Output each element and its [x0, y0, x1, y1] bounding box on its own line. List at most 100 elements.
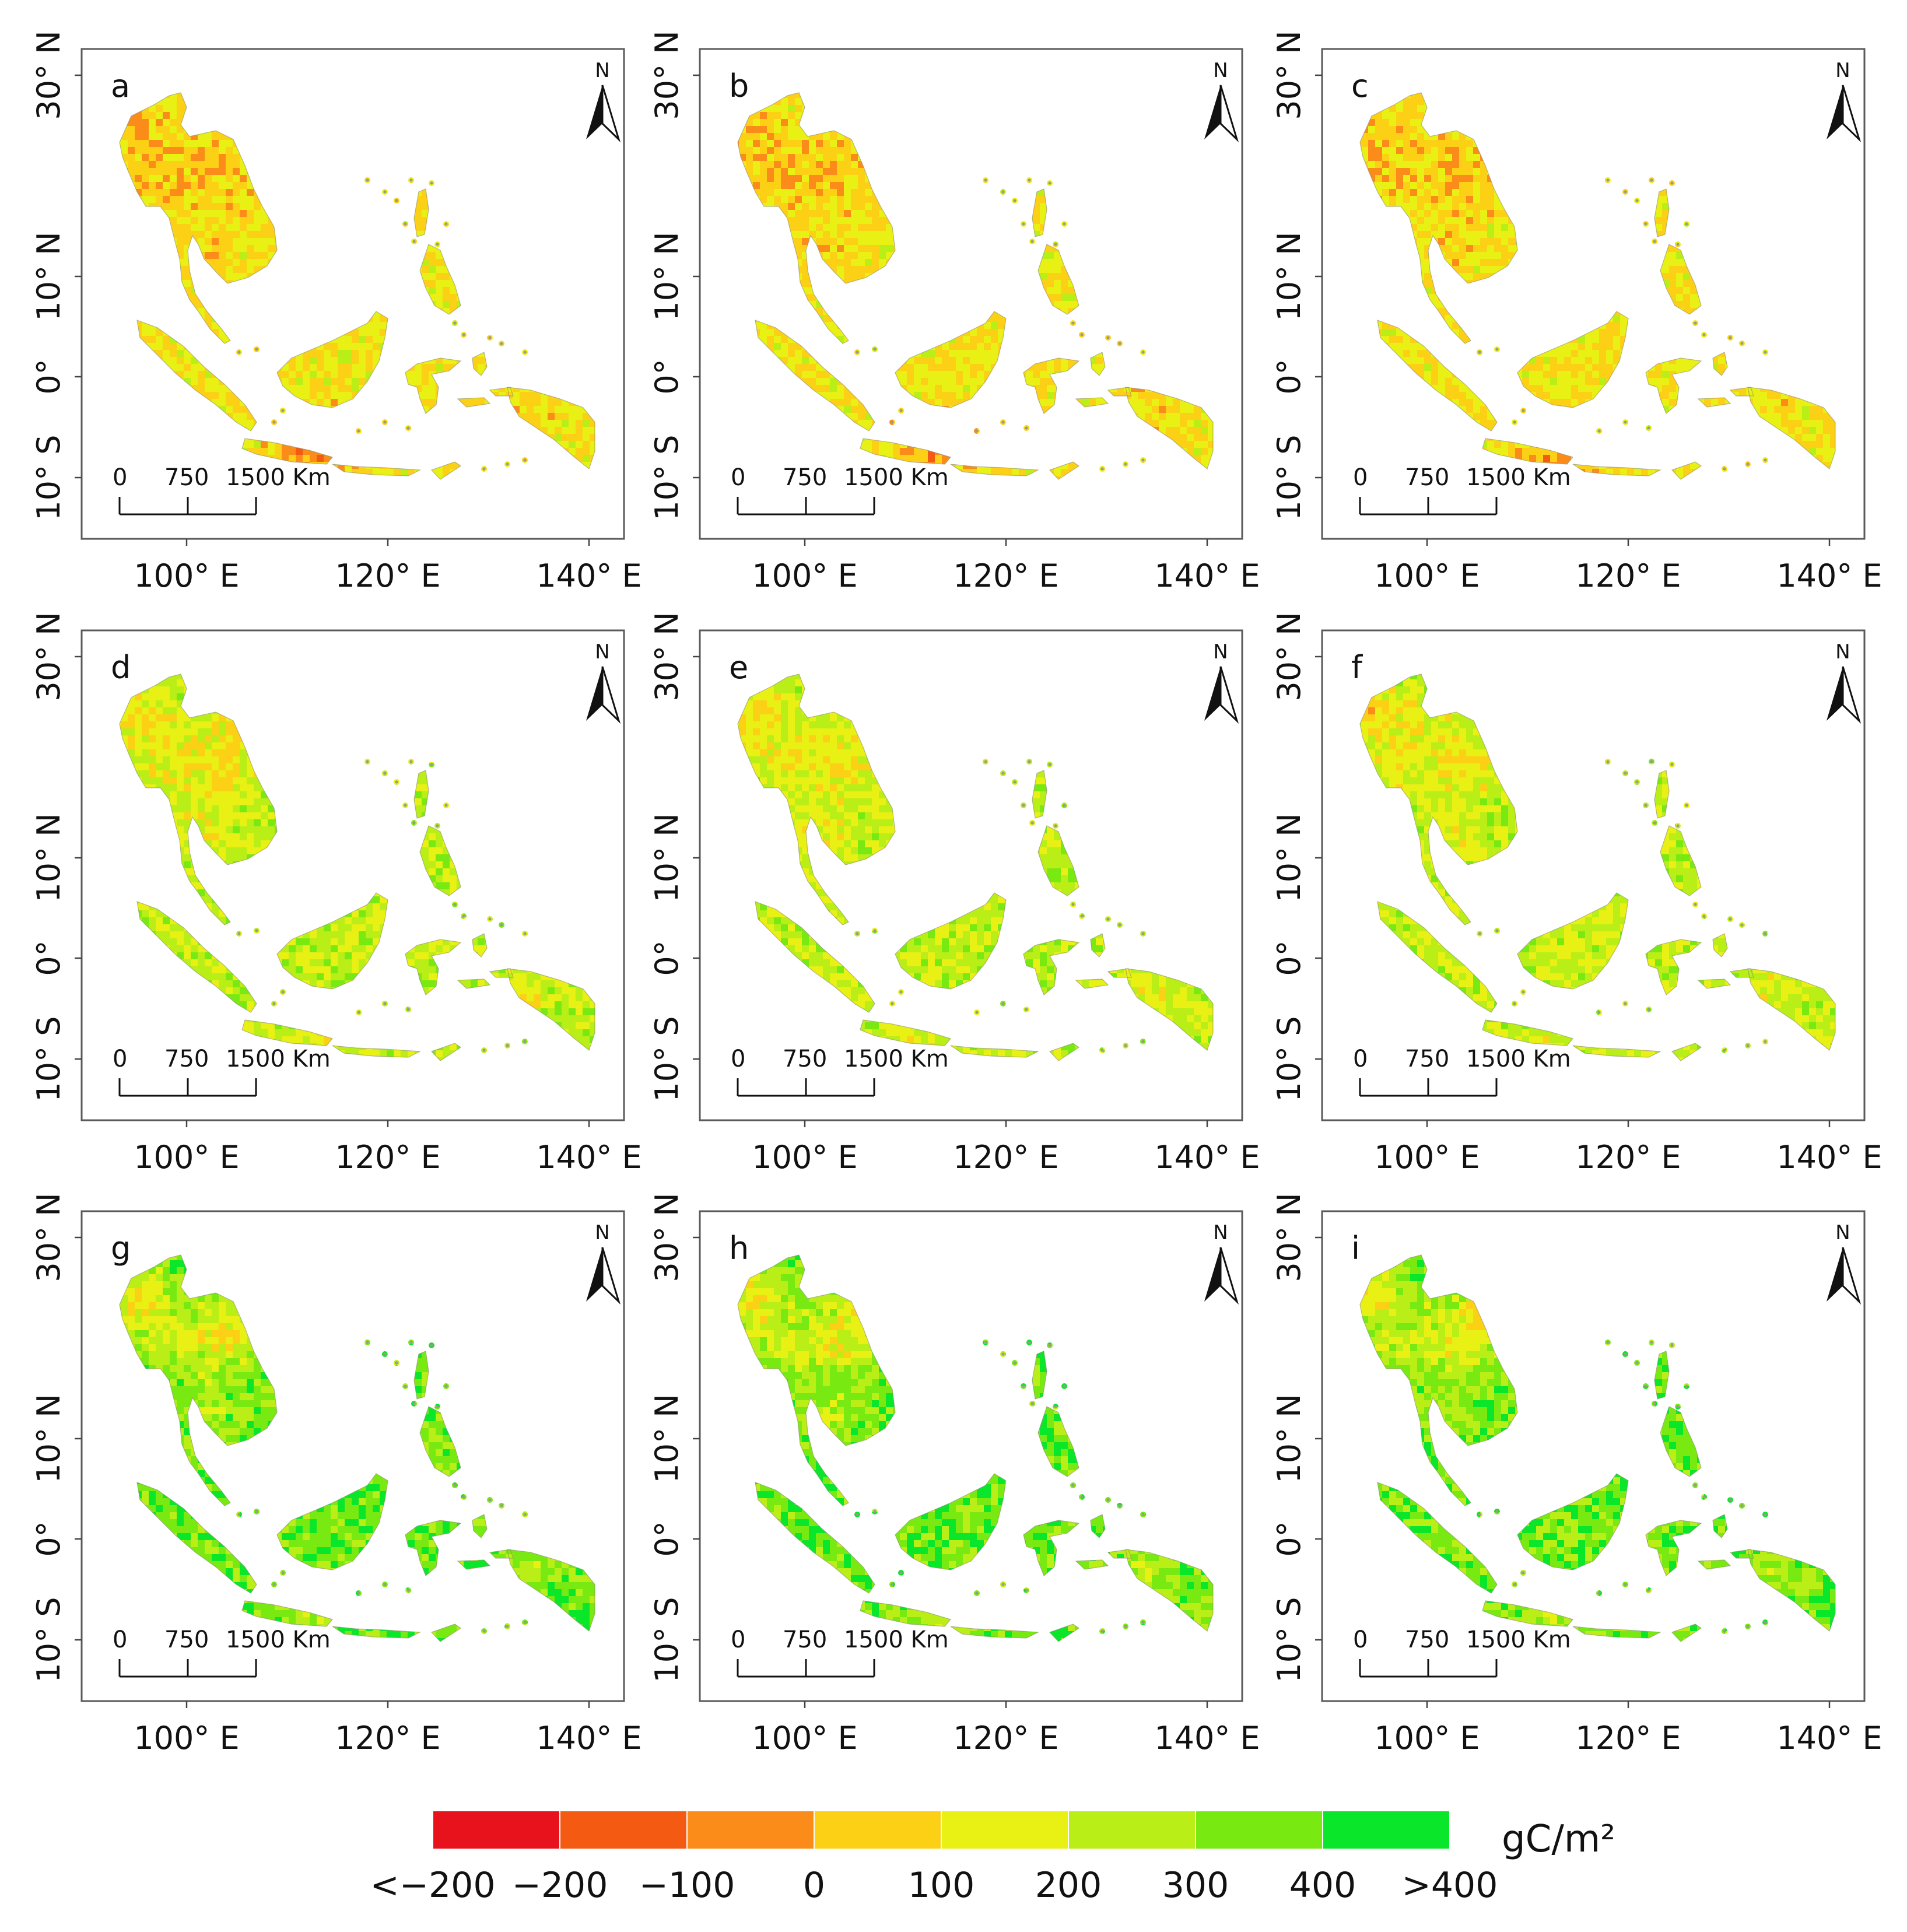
small-island: [1002, 772, 1005, 775]
small-island: [1653, 1402, 1656, 1405]
latitude-label: 10° N: [1271, 232, 1307, 321]
small-island: [1723, 468, 1726, 471]
small-island: [1022, 1385, 1025, 1388]
scale-tick-label: 750: [164, 464, 209, 491]
small-island: [1054, 243, 1057, 246]
panel-label: a: [111, 68, 130, 104]
small-island: [366, 760, 369, 763]
scale-tick-label: 0: [1353, 1046, 1368, 1072]
longitude-label: 100° E: [752, 1720, 857, 1756]
longitude-label: 120° E: [335, 1720, 440, 1756]
longitude-label: 140° E: [1776, 557, 1882, 594]
longitude-label: 140° E: [1154, 557, 1260, 594]
small-island: [1014, 781, 1016, 784]
small-island: [1142, 351, 1145, 354]
small-island: [1694, 903, 1697, 906]
legend-swatch: [1323, 1811, 1450, 1849]
scale-tick-label: 1500 Km: [1466, 464, 1571, 491]
small-island: [1764, 351, 1767, 354]
longitude-label: 120° E: [335, 1139, 440, 1176]
longitude-label: 120° E: [953, 1139, 1058, 1176]
small-island: [430, 1344, 433, 1347]
scale-tick-label: 750: [783, 1626, 827, 1653]
legend-tick-label: 400: [1289, 1865, 1356, 1906]
small-island: [273, 1583, 276, 1586]
small-island: [255, 348, 258, 351]
small-island: [1685, 804, 1688, 807]
scale-tick-label: 1500 Km: [226, 1626, 331, 1653]
legend-unit-label: gC/m²: [1502, 1818, 1615, 1861]
small-island: [1729, 918, 1732, 921]
small-island: [384, 772, 387, 775]
longitude-label: 120° E: [953, 557, 1058, 594]
longitude-label: 100° E: [134, 1720, 239, 1756]
small-island: [1025, 1008, 1028, 1011]
small-island: [1513, 1002, 1516, 1005]
legend-tick-label: 0: [803, 1865, 825, 1906]
small-island: [1142, 1513, 1145, 1516]
small-island: [984, 1341, 987, 1344]
small-island: [506, 1625, 509, 1628]
small-island: [462, 915, 465, 918]
scale-tick-label: 1500 Km: [844, 1626, 949, 1653]
north-arrow-label: N: [595, 59, 609, 82]
latitude-label: 0°: [30, 940, 67, 976]
small-island: [407, 1008, 410, 1011]
longitude-label: 100° E: [134, 557, 239, 594]
latitude-label: 0°: [1271, 359, 1307, 394]
small-island: [1022, 804, 1025, 807]
small-island: [976, 1011, 979, 1014]
small-island: [1729, 1499, 1732, 1502]
small-island: [1119, 1505, 1121, 1507]
small-island: [1031, 240, 1034, 243]
small-island: [404, 1385, 407, 1388]
small-island: [1101, 1049, 1104, 1052]
small-island: [1694, 322, 1697, 325]
small-island: [483, 1630, 486, 1633]
small-island: [1054, 1405, 1057, 1408]
small-island: [1645, 804, 1647, 807]
scale-tick-label: 1500 Km: [1466, 1046, 1571, 1072]
small-island: [238, 351, 241, 354]
small-island: [1741, 342, 1744, 345]
longitude-label: 100° E: [1374, 1720, 1480, 1756]
small-island: [384, 1583, 387, 1586]
latitude-label: 10° S: [648, 1016, 685, 1102]
small-island: [976, 1592, 979, 1595]
latitude-label: 10° S: [30, 1597, 67, 1682]
small-island: [1694, 1484, 1697, 1487]
small-island: [436, 243, 439, 246]
latitude-label: 10° N: [30, 232, 67, 321]
small-island: [1022, 223, 1025, 226]
small-island: [1496, 930, 1499, 932]
latitude-label: 10° N: [1271, 1394, 1307, 1483]
latitude-label: 30° N: [1271, 30, 1307, 120]
small-island: [1764, 1621, 1767, 1624]
latitude-label: 30° N: [1271, 612, 1307, 701]
scale-tick-label: 750: [783, 1046, 827, 1072]
small-island: [1002, 1002, 1005, 1005]
small-island: [1049, 763, 1051, 766]
small-island: [1081, 334, 1084, 336]
scale-tick-label: 1500 Km: [226, 464, 331, 491]
latitude-label: 30° N: [30, 30, 67, 120]
north-arrow-label: N: [1213, 640, 1228, 664]
small-island: [282, 409, 285, 412]
small-island: [395, 1362, 398, 1365]
small-island: [384, 1002, 387, 1005]
panel-label: d: [111, 649, 131, 686]
small-island: [1636, 781, 1639, 784]
small-island: [1650, 1341, 1653, 1344]
scale-tick-label: 1500 Km: [1466, 1626, 1571, 1653]
scale-tick-label: 0: [113, 464, 127, 491]
latitude-label: 0°: [30, 1521, 67, 1556]
scale-tick-label: 0: [1353, 464, 1368, 491]
small-island: [430, 763, 433, 766]
small-island: [524, 1621, 527, 1624]
small-island: [454, 1484, 457, 1487]
small-island: [1741, 1505, 1744, 1507]
small-island: [856, 351, 859, 354]
small-island: [404, 804, 407, 807]
small-island: [1081, 1496, 1084, 1499]
